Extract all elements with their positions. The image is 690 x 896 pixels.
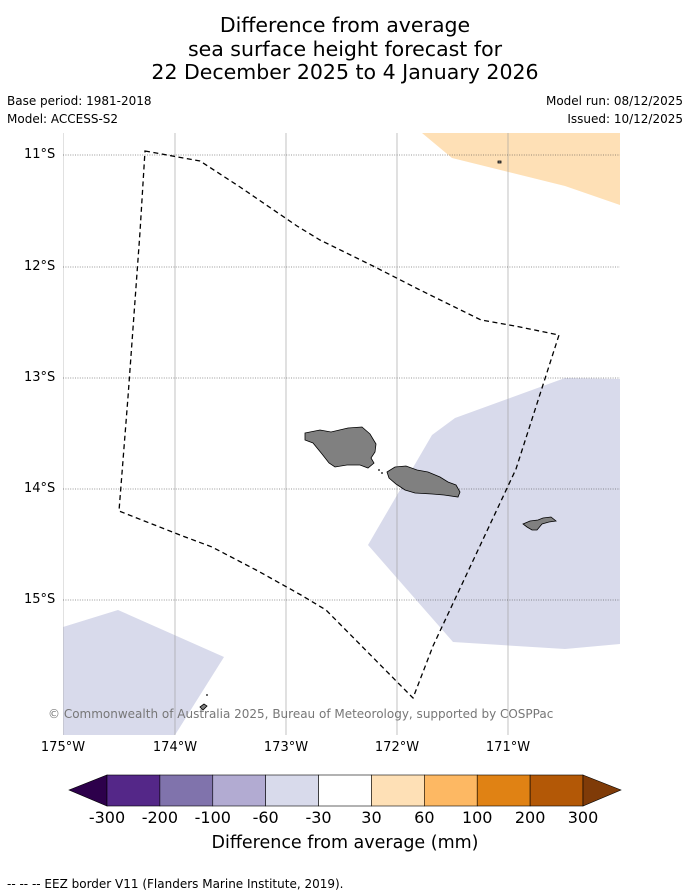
lon-label-175w: 175°W xyxy=(40,740,86,755)
lon-label-173w: 173°W xyxy=(263,740,309,755)
colorbar-tick-label: 60 xyxy=(414,808,435,827)
colorbar-tick-label: 300 xyxy=(567,808,599,827)
colorbar-cell xyxy=(371,774,425,807)
colorbar-overflow-triangle xyxy=(582,774,622,807)
islets-manono-apolima xyxy=(378,469,383,474)
longitude-gridlines xyxy=(63,133,509,735)
chart-title: Difference from average sea surface heig… xyxy=(0,13,690,85)
latitude-gridlines xyxy=(63,154,620,601)
copyright-notice: © Commonwealth of Australia 2025, Bureau… xyxy=(48,707,554,721)
colorbar xyxy=(68,774,622,807)
eez-border xyxy=(118,150,560,700)
island-tutuila xyxy=(522,516,557,531)
colorbar-tick-label: -200 xyxy=(141,808,179,827)
colorbar-cell xyxy=(424,774,478,807)
issued-date: Issued: 10/12/2025 xyxy=(567,112,683,126)
colorbar-tick-label: 200 xyxy=(514,808,546,827)
colorbar-tick-label: 30 xyxy=(361,808,382,827)
colorbar-tick-label: -100 xyxy=(194,808,231,827)
colorbar-tick-label: -30 xyxy=(305,808,332,827)
title-line-2: sea surface height forecast for xyxy=(187,36,503,61)
islets-southwest xyxy=(199,703,208,711)
eez-legend-note: -- -- -- EEZ border V11 (Flanders Marine… xyxy=(7,877,344,891)
colorbar-cell xyxy=(265,774,319,807)
lat-label-11s: 11°S xyxy=(24,147,56,162)
colorbar-cell xyxy=(159,774,214,807)
anomaly-area-negative-southwest xyxy=(63,610,224,735)
lat-label-12s: 12°S xyxy=(24,259,56,274)
colorbar-tick-label: 100 xyxy=(461,808,493,827)
model-run: Model run: 08/12/2025 xyxy=(545,94,683,108)
colorbar-tick-label: -60 xyxy=(252,808,279,827)
islet-southwest-dot xyxy=(206,694,208,696)
lat-label-15s: 15°S xyxy=(24,592,56,607)
colorbar-cell xyxy=(476,774,531,807)
colorbar-title: Difference from average (mm) xyxy=(211,833,479,853)
title-line-1: Difference from average xyxy=(219,13,471,37)
island-savaii xyxy=(304,426,377,469)
colorbar-cell xyxy=(212,774,266,807)
island-upolu xyxy=(386,465,461,498)
anomaly-area-positive-north xyxy=(422,133,620,205)
colorbar-cell xyxy=(106,774,161,807)
base-period: Base period: 1981-2018 xyxy=(7,94,152,108)
colorbar-underflow-triangle xyxy=(68,774,108,807)
lon-label-172w: 172°W xyxy=(374,740,420,755)
colorbar-tick-label: -300 xyxy=(88,808,126,827)
title-line-3: 22 December 2025 to 4 January 2026 xyxy=(151,60,539,84)
lat-label-13s: 13°S xyxy=(24,370,56,385)
colorbar-cell xyxy=(318,774,372,807)
lon-label-171w: 171°W xyxy=(485,740,531,755)
colorbar-cell xyxy=(529,774,584,807)
anomaly-area-negative-east xyxy=(368,378,620,649)
lat-label-14s: 14°S xyxy=(24,481,56,496)
islet-swains xyxy=(497,160,502,164)
lon-label-174w: 174°W xyxy=(152,740,198,755)
model-name: Model: ACCESS-S2 xyxy=(7,112,119,126)
